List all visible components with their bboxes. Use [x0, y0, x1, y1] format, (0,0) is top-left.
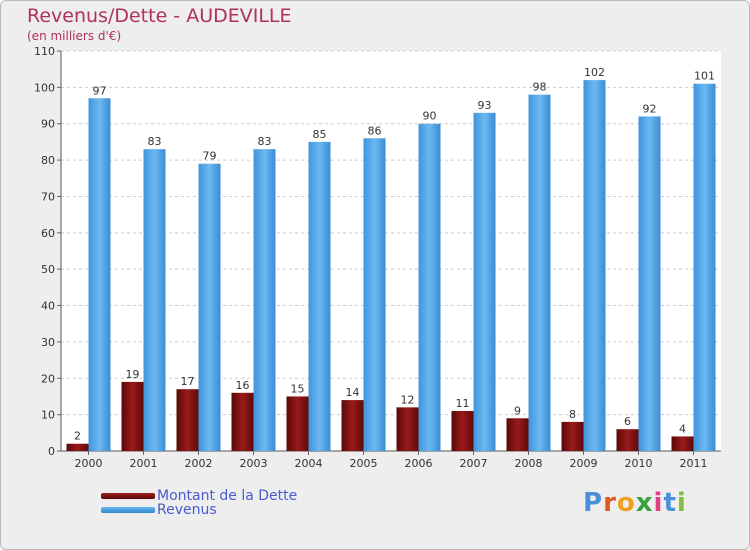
- legend-item-dette: Montant de la Dette: [101, 488, 297, 504]
- data-label-revenus: 93: [478, 99, 492, 112]
- bar-dette: [506, 418, 529, 451]
- x-tick-label: 2007: [460, 457, 488, 470]
- bar-revenus: [88, 98, 111, 451]
- logo-letter: r: [603, 488, 617, 518]
- data-label-dette: 2: [74, 430, 81, 443]
- y-tick-label: 100: [34, 81, 55, 94]
- bar-dette: [176, 389, 199, 451]
- y-tick-label: 10: [41, 409, 55, 422]
- data-label-revenus: 83: [148, 135, 162, 148]
- data-label-revenus: 90: [423, 110, 437, 123]
- y-tick-label: 60: [41, 227, 55, 240]
- proxiti-logo: Proxiti: [583, 488, 687, 518]
- chart-title: Revenus/Dette - AUDEVILLE: [27, 5, 292, 27]
- legend-swatch-dette: [101, 493, 155, 499]
- data-label-dette: 12: [401, 393, 415, 406]
- legend-label-dette: Montant de la Dette: [157, 488, 298, 504]
- data-label-revenus: 83: [258, 135, 272, 148]
- y-tick-label: 90: [41, 118, 55, 131]
- data-label-revenus: 92: [643, 102, 657, 115]
- data-label-revenus: 102: [584, 66, 605, 79]
- y-tick-label: 30: [41, 336, 55, 349]
- bar-dette: [286, 396, 309, 451]
- logo-letter: P: [583, 488, 604, 518]
- data-label-revenus: 86: [368, 124, 382, 137]
- x-tick-label: 2001: [130, 457, 158, 470]
- x-tick-label: 2008: [515, 457, 543, 470]
- bar-dette: [671, 436, 694, 451]
- data-label-revenus: 97: [93, 84, 107, 97]
- bar-dette: [341, 400, 364, 451]
- bar-revenus: [143, 149, 166, 451]
- logo-letter: i: [653, 488, 664, 518]
- bar-revenus: [583, 80, 606, 451]
- data-label-revenus: 101: [694, 70, 715, 83]
- data-label-revenus: 85: [313, 128, 327, 141]
- bar-revenus: [528, 94, 551, 452]
- chart-subtitle: (en milliers d'€): [27, 29, 122, 43]
- bar-revenus: [693, 83, 716, 452]
- legend-label-revenus: Revenus: [157, 502, 217, 518]
- x-tick-label: 2005: [350, 457, 378, 470]
- y-tick-label: 20: [41, 372, 55, 385]
- x-tick-label: 2003: [240, 457, 268, 470]
- plot-area: [61, 51, 721, 451]
- y-tick-label: 70: [41, 190, 55, 203]
- data-label-dette: 14: [346, 386, 360, 399]
- logo-letter: t: [663, 488, 677, 518]
- legend-item-revenus: Revenus: [101, 502, 217, 518]
- data-label-revenus: 79: [203, 150, 217, 163]
- data-label-dette: 8: [569, 408, 576, 421]
- data-label-dette: 19: [126, 368, 140, 381]
- x-tick-label: 2009: [570, 457, 598, 470]
- bar-revenus: [198, 163, 221, 451]
- logo-letter: x: [635, 488, 654, 518]
- bar-dette: [121, 381, 144, 451]
- y-tick-label: 0: [48, 445, 55, 458]
- bar-revenus: [308, 141, 331, 451]
- data-label-dette: 17: [181, 375, 195, 388]
- data-label-dette: 4: [679, 422, 686, 435]
- bar-dette: [451, 411, 474, 451]
- y-tick-label: 50: [41, 263, 55, 276]
- logo-letter: i: [676, 488, 687, 518]
- x-tick-label: 2006: [405, 457, 433, 470]
- bar-dette: [66, 443, 89, 451]
- data-label-dette: 16: [236, 379, 250, 392]
- x-tick-label: 2000: [75, 457, 103, 470]
- data-label-dette: 9: [514, 404, 521, 417]
- x-tick-label: 2004: [295, 457, 323, 470]
- bar-dette: [396, 407, 419, 451]
- legend-swatch-revenus: [101, 507, 155, 513]
- data-label-revenus: 98: [533, 81, 547, 94]
- x-tick-label: 2011: [680, 457, 708, 470]
- x-tick-label: 2002: [185, 457, 213, 470]
- bar-dette: [561, 421, 584, 451]
- data-label-dette: 11: [456, 397, 470, 410]
- data-label-dette: 6: [624, 415, 631, 428]
- bar-revenus: [638, 116, 661, 452]
- x-tick-label: 2010: [625, 457, 653, 470]
- logo-letter: o: [616, 488, 636, 518]
- bar-revenus: [253, 149, 276, 451]
- bar-revenus: [418, 123, 441, 452]
- y-tick-label: 80: [41, 154, 55, 167]
- bar-dette: [231, 392, 254, 451]
- y-tick-label: 110: [34, 45, 55, 58]
- bar-revenus: [363, 138, 386, 452]
- bar-revenus: [473, 112, 496, 452]
- y-tick-label: 40: [41, 300, 55, 313]
- data-label-dette: 15: [291, 382, 305, 395]
- bar-dette: [616, 429, 639, 451]
